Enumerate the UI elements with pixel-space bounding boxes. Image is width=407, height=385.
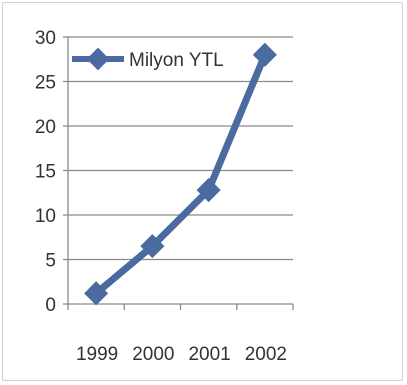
- series: [84, 42, 277, 306]
- y-tick-label: 5: [45, 251, 56, 272]
- x-tick-label: 2000: [132, 344, 174, 365]
- data-point: [84, 281, 109, 306]
- gridlines: [68, 36, 293, 261]
- x-tick-label: 2001: [188, 344, 230, 365]
- y-tick-label: 0: [45, 295, 56, 316]
- legend: Milyon YTL: [72, 47, 224, 71]
- axes: [63, 36, 294, 310]
- x-tick-labels: 1999 2000 2001 2002: [76, 344, 287, 365]
- legend-diamond-marker: [86, 47, 110, 71]
- x-tick-label: 1999: [76, 344, 118, 365]
- y-tick-labels: 0 5 10 15 20 25 30: [35, 28, 56, 316]
- legend-label: Milyon YTL: [129, 50, 224, 71]
- data-point: [252, 42, 277, 67]
- y-tick-label: 15: [35, 162, 56, 183]
- data-point: [196, 178, 221, 203]
- data-point: [140, 234, 165, 259]
- series-line: [92, 51, 269, 297]
- y-tick-label: 20: [35, 117, 56, 138]
- y-tick-label: 30: [35, 28, 56, 49]
- y-tick-label: 10: [35, 206, 56, 227]
- x-tick-label: 2002: [245, 344, 287, 365]
- y-tick-label: 25: [35, 73, 56, 94]
